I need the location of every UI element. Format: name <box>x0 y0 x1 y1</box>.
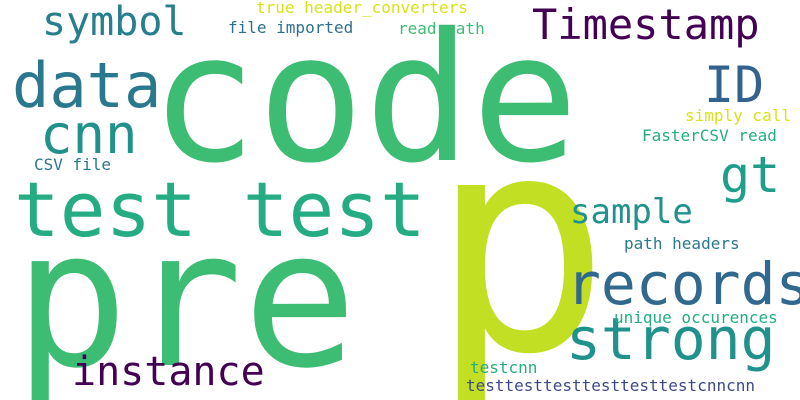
word-test-test: test test <box>14 165 426 254</box>
word-file-imported: file imported <box>228 18 354 37</box>
word-cnn: cnn <box>40 103 138 166</box>
word-fastercsv-read: FasterCSV read <box>642 126 777 145</box>
word-path-headers: path headers <box>624 234 740 253</box>
word-gt: gt <box>720 146 781 204</box>
word-id: ID <box>704 56 765 114</box>
word-unique-occurences: unique occurences <box>614 308 778 327</box>
word-pre: pre <box>14 189 358 400</box>
word-strong: strong <box>566 305 776 373</box>
word-testcnn: testcnn <box>470 358 538 377</box>
word-instance: instance <box>72 349 265 395</box>
word-sample: sample <box>570 192 693 232</box>
word-read-path: read path <box>398 19 485 38</box>
word-records: records <box>566 250 800 318</box>
word-symbol: symbol <box>42 0 187 45</box>
word-code: code <box>150 0 579 202</box>
word-p: p <box>430 71 611 400</box>
word-testtest-cnncnn: testtesttesttesttesttestcnncnn <box>466 376 755 395</box>
word-timestamp: Timestamp <box>532 0 760 49</box>
word-simply-call: simply call <box>685 106 791 125</box>
word-csv-file: CSV file <box>34 155 112 174</box>
word-data: data <box>12 49 162 122</box>
word-true-header-converters: true header_converters <box>256 0 468 17</box>
